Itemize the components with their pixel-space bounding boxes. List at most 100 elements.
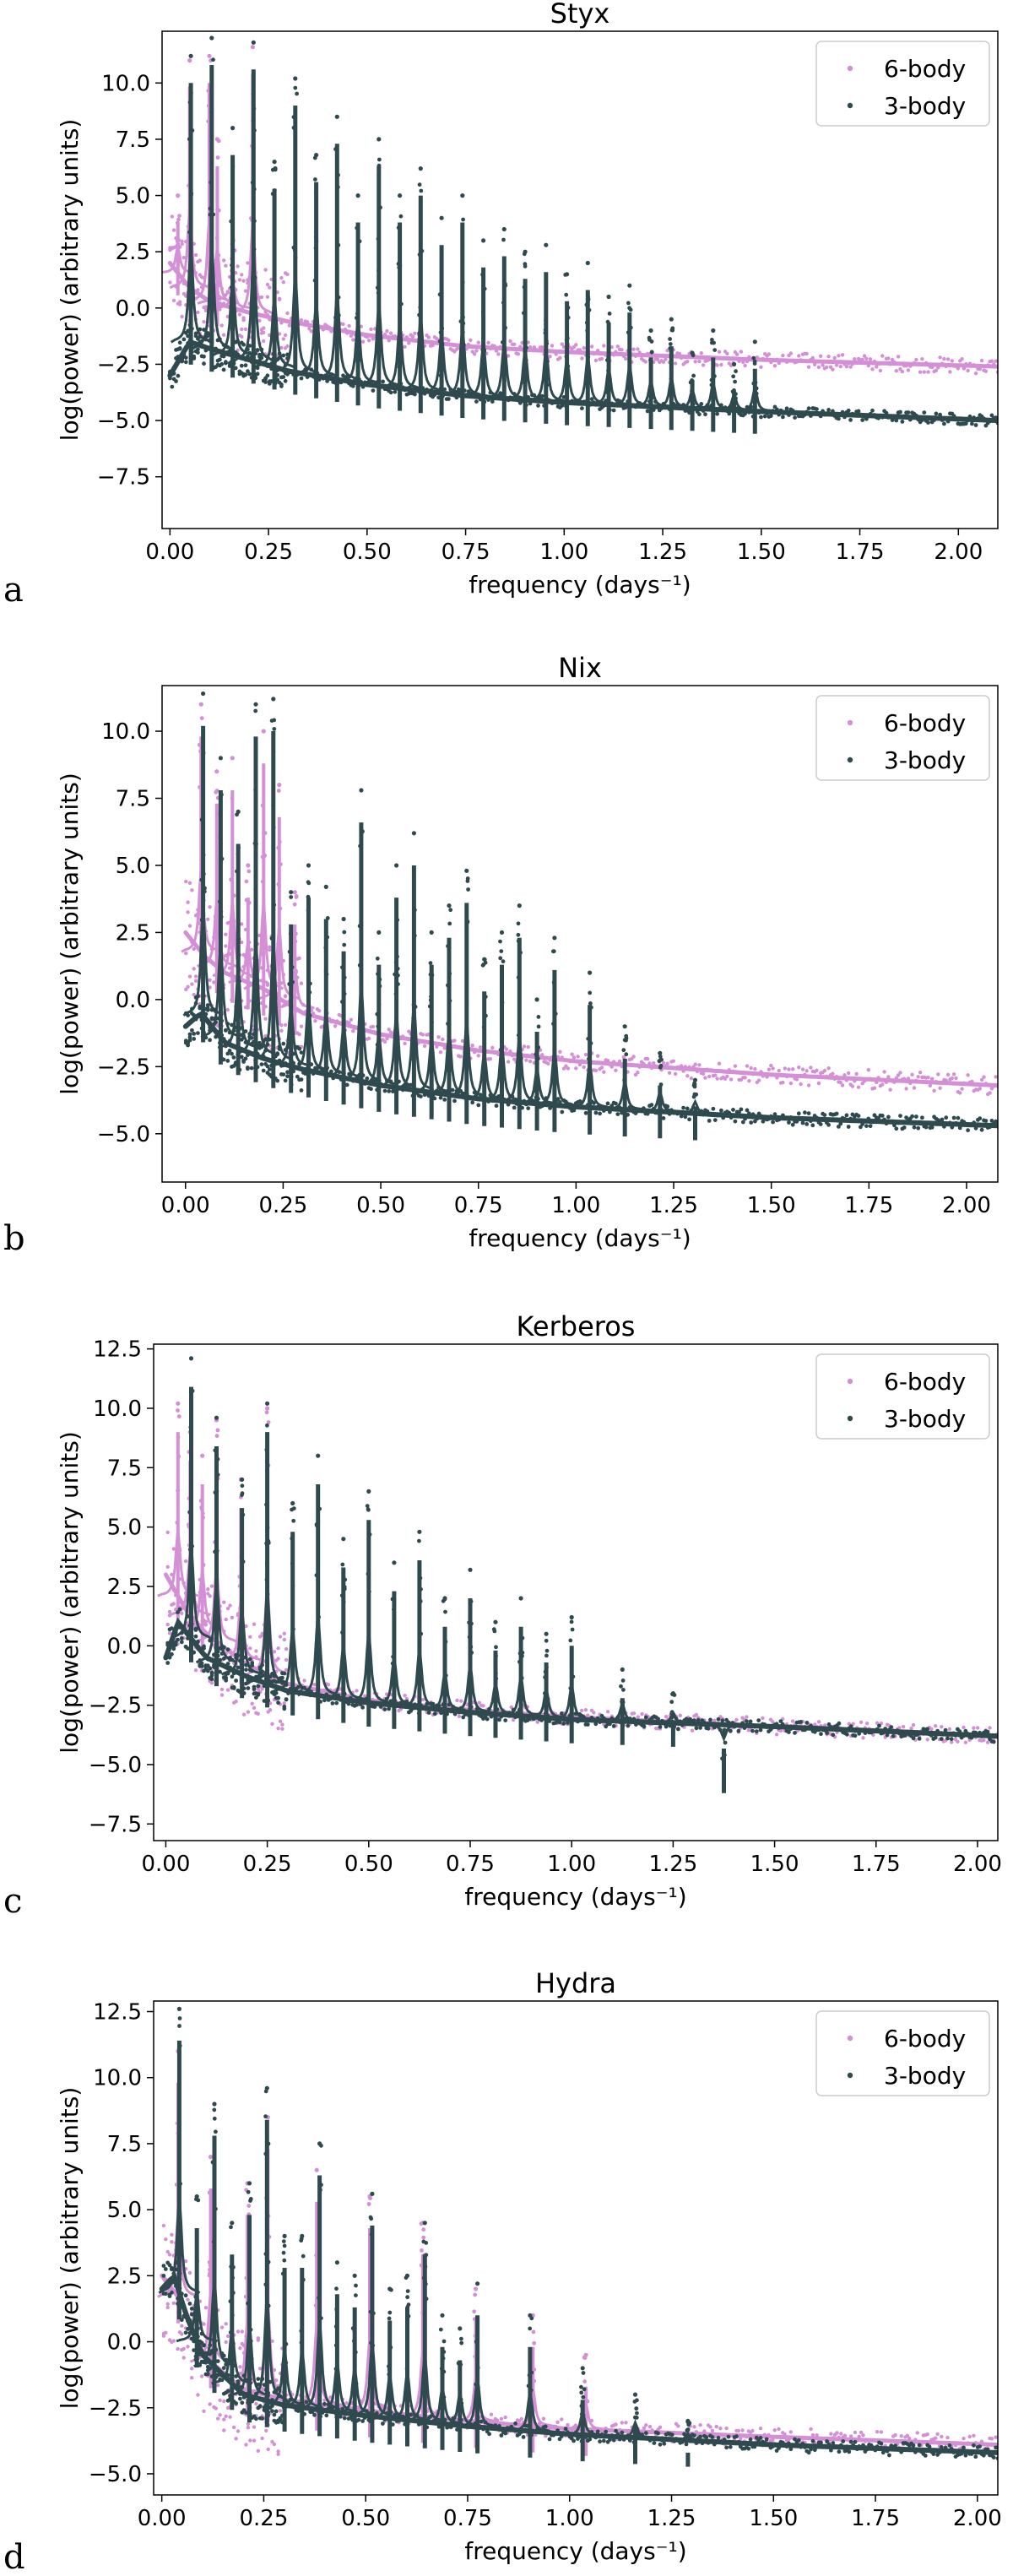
point <box>208 985 212 990</box>
point <box>276 1727 280 1731</box>
point <box>592 1711 596 1715</box>
point <box>966 1073 970 1077</box>
point <box>465 919 470 924</box>
point <box>196 310 200 315</box>
point <box>564 292 569 297</box>
peak-point <box>499 930 505 935</box>
point <box>499 2416 504 2421</box>
point <box>165 1661 171 1665</box>
point <box>762 414 767 419</box>
point <box>816 1720 821 1724</box>
point <box>236 264 240 268</box>
point <box>879 2430 884 2434</box>
point <box>447 998 452 1003</box>
point <box>181 2346 186 2351</box>
point <box>437 292 442 297</box>
point <box>437 339 442 344</box>
point <box>991 1739 996 1744</box>
point <box>481 309 485 314</box>
point <box>277 332 282 336</box>
point <box>846 1125 851 1129</box>
point <box>252 1706 257 1711</box>
point <box>713 1073 718 1077</box>
point <box>171 2301 176 2305</box>
point <box>534 1060 539 1066</box>
peak-wing <box>640 1086 680 1113</box>
point <box>333 147 338 152</box>
point <box>928 1083 933 1088</box>
point <box>490 399 495 404</box>
point <box>275 1078 280 1083</box>
point <box>281 1072 286 1076</box>
point <box>740 1120 745 1125</box>
point <box>179 1636 184 1641</box>
series-curve <box>167 261 998 369</box>
point <box>725 1074 729 1079</box>
point <box>703 412 707 417</box>
point <box>715 1076 719 1081</box>
point <box>349 334 354 338</box>
point <box>164 2237 168 2242</box>
point <box>480 365 485 370</box>
point <box>272 188 277 193</box>
point <box>994 359 998 363</box>
point <box>366 1635 371 1640</box>
point <box>620 1678 626 1683</box>
point <box>914 1114 918 1119</box>
y-tick-label: −5.0 <box>97 409 150 434</box>
point <box>626 378 631 382</box>
point <box>839 2432 843 2436</box>
point <box>387 1089 392 1093</box>
point <box>621 1055 626 1060</box>
point <box>417 1684 422 1689</box>
point <box>270 1722 274 1727</box>
point <box>570 1052 574 1056</box>
point <box>503 281 507 286</box>
point <box>460 279 465 285</box>
point <box>177 214 181 218</box>
point <box>206 1587 210 1592</box>
peak-wing <box>400 312 441 393</box>
point <box>341 1599 346 1604</box>
peak-point <box>201 691 206 697</box>
panel-d: 0.00 0.25 0.50 0.75 1.00 1.25 1.50 1.75 2.00−5.0… <box>3 1967 1002 2576</box>
peak-point <box>501 226 506 232</box>
peak-point <box>314 153 319 158</box>
point <box>745 1064 750 1068</box>
point <box>816 1081 821 1086</box>
point <box>732 398 736 403</box>
point <box>543 1675 547 1679</box>
point <box>263 268 268 272</box>
point <box>979 358 984 363</box>
y-tick-label: −5.0 <box>89 1753 142 1778</box>
point <box>342 1028 346 1033</box>
point <box>462 343 466 347</box>
point <box>413 331 417 335</box>
point <box>355 312 360 316</box>
peak-point <box>481 238 486 243</box>
point <box>276 1695 280 1700</box>
point <box>973 371 978 376</box>
point <box>187 1547 192 1552</box>
point <box>209 110 214 115</box>
point <box>276 789 281 793</box>
point <box>480 355 485 359</box>
y-tick-label: −7.5 <box>89 1812 142 1837</box>
point <box>367 1532 372 1537</box>
peak-point <box>214 769 219 774</box>
y-tick-label: 12.5 <box>93 1337 142 1363</box>
point <box>448 908 453 913</box>
point <box>219 914 224 919</box>
point <box>690 1728 695 1733</box>
point <box>225 1051 230 1056</box>
point <box>334 312 339 317</box>
point <box>667 1071 672 1076</box>
point <box>627 306 631 311</box>
point <box>978 1116 983 1120</box>
point <box>168 280 172 285</box>
point <box>296 1684 301 1689</box>
point <box>299 981 304 985</box>
point <box>458 319 463 323</box>
legend-label: 6-body <box>884 1368 966 1396</box>
point <box>544 382 550 388</box>
